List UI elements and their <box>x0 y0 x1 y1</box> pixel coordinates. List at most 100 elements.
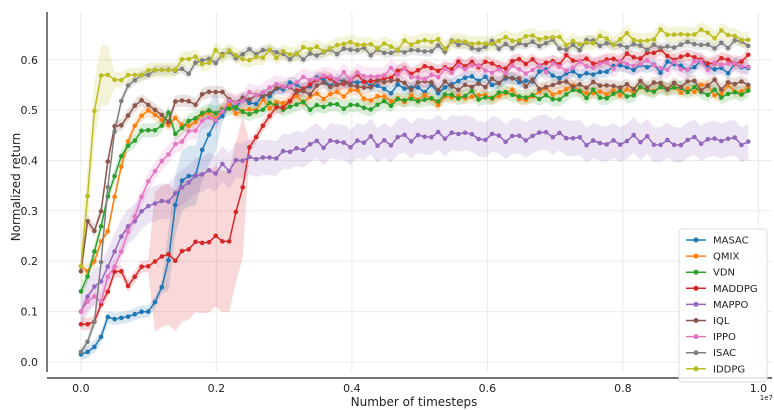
legend-marker <box>693 237 699 243</box>
point-iddpg <box>301 44 306 50</box>
point-qmix <box>550 92 556 97</box>
point-isac <box>85 339 90 345</box>
point-iddpg <box>665 32 670 38</box>
point-ippo <box>328 74 333 79</box>
point-mappo <box>328 138 333 143</box>
point-maddpg <box>247 145 252 150</box>
point-iddpg <box>186 56 191 62</box>
point-iddpg <box>314 44 320 50</box>
point-maddpg <box>651 50 657 56</box>
point-isac <box>247 47 252 52</box>
point-masac <box>584 71 589 76</box>
point-iddpg <box>260 55 266 61</box>
point-iddpg <box>375 46 380 51</box>
point-ippo <box>590 65 596 70</box>
point-iql <box>530 77 535 82</box>
point-masac <box>442 85 448 90</box>
point-iql <box>746 82 751 88</box>
point-iddpg <box>85 193 90 199</box>
point-ippo <box>510 63 515 68</box>
point-maddpg <box>361 79 367 85</box>
point-iql <box>85 218 90 224</box>
y-tick-label: 0.4 <box>21 155 39 168</box>
point-isac <box>476 47 481 52</box>
point-mappo <box>698 141 704 146</box>
point-maddpg <box>692 55 697 60</box>
point-qmix <box>112 194 117 199</box>
point-masac <box>388 91 394 96</box>
point-ippo <box>732 60 738 66</box>
point-iddpg <box>564 42 569 48</box>
point-isac <box>557 46 562 51</box>
point-mappo <box>381 138 387 143</box>
point-ippo <box>523 71 529 76</box>
point-isac <box>719 40 724 46</box>
point-masac <box>247 100 252 106</box>
point-maddpg <box>543 60 549 66</box>
line-iql <box>80 75 749 272</box>
point-vdn <box>732 90 738 95</box>
point-masac <box>287 80 293 85</box>
point-ippo <box>719 62 724 68</box>
point-masac <box>92 344 97 350</box>
point-maddpg <box>85 321 90 327</box>
point-vdn <box>476 97 481 102</box>
point-iddpg <box>280 49 286 54</box>
point-mappo <box>166 199 171 204</box>
point-vdn <box>685 89 690 95</box>
point-iddpg <box>739 37 744 43</box>
point-iql <box>348 82 353 88</box>
point-mappo <box>92 284 97 289</box>
point-vdn <box>402 98 407 103</box>
point-mappo <box>537 130 542 135</box>
point-iddpg <box>105 72 111 78</box>
point-iddpg <box>462 39 468 45</box>
point-isac <box>186 71 191 76</box>
point-iddpg <box>550 35 556 40</box>
point-iddpg <box>442 46 448 52</box>
point-vdn <box>705 92 711 98</box>
point-masac <box>98 334 104 340</box>
point-ippo <box>658 65 663 71</box>
point-ippo <box>557 64 562 69</box>
point-ippo <box>206 115 212 120</box>
point-masac <box>415 85 421 90</box>
point-isac <box>408 47 414 53</box>
point-maddpg <box>415 68 421 73</box>
point-masac <box>489 82 495 88</box>
point-masac <box>597 69 603 75</box>
line-iddpg <box>80 28 749 267</box>
point-mappo <box>746 139 751 144</box>
y-tick-label: 0.3 <box>21 205 39 218</box>
point-iddpg <box>381 41 387 46</box>
point-iddpg <box>476 40 481 46</box>
point-iddpg <box>112 77 117 83</box>
point-iddpg <box>220 53 225 59</box>
point-iql <box>725 80 731 85</box>
point-qmix <box>146 108 151 113</box>
point-iddpg <box>139 72 144 78</box>
point-isac <box>334 51 340 57</box>
point-iddpg <box>294 51 299 57</box>
point-mappo <box>611 138 616 143</box>
point-mappo <box>429 134 434 140</box>
point-vdn <box>449 92 455 97</box>
point-maddpg <box>739 59 744 64</box>
point-ippo <box>597 61 603 67</box>
point-iddpg <box>617 37 623 42</box>
point-vdn <box>597 95 603 100</box>
point-masac <box>523 78 529 84</box>
point-iql <box>78 269 84 274</box>
point-maddpg <box>152 259 158 264</box>
point-maddpg <box>456 59 461 64</box>
point-isac <box>105 184 111 190</box>
point-vdn <box>658 84 663 90</box>
point-isac <box>415 48 421 53</box>
point-maddpg <box>199 240 205 246</box>
point-maddpg <box>307 82 313 87</box>
point-isac <box>617 43 623 48</box>
point-ippo <box>665 67 670 72</box>
x-tick-label: 1.0 <box>750 382 768 395</box>
point-vdn <box>638 84 643 90</box>
point-mappo <box>570 136 576 141</box>
